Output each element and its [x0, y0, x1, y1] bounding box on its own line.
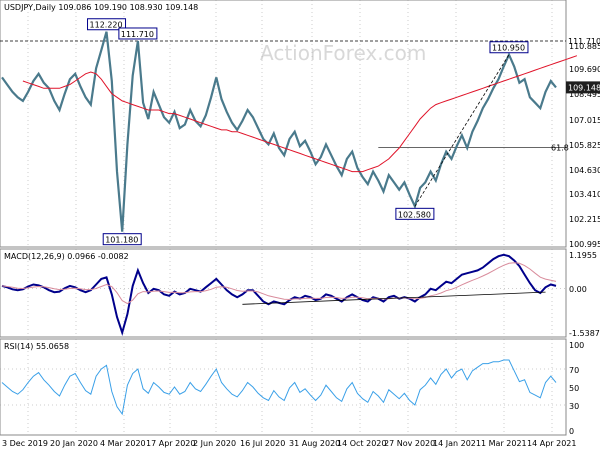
- rsi-y-tick: 30: [569, 402, 579, 411]
- watermark: ActionForex.com: [260, 41, 426, 65]
- price-panel-title: USDJPY,Daily 109.086 109.190 108.930 109…: [4, 3, 198, 12]
- price-label-text: 110.950: [492, 44, 525, 53]
- x-axis-label: 16 Jul 2020: [240, 439, 285, 448]
- x-axis-label: 27 Nov 2020: [384, 439, 435, 448]
- price-label-text: 101.180: [105, 236, 138, 245]
- x-axis-label: 4 Mar 2020: [100, 439, 146, 448]
- price-label-box: [395, 207, 435, 220]
- x-axis-label: 14 Jan 2021: [433, 439, 481, 448]
- price-y-tick: 108.495: [569, 90, 600, 99]
- current-price-text: 109.148: [568, 83, 600, 92]
- macd-signal-line: [1, 262, 557, 305]
- x-axis-label: 1 Mar 2021: [481, 439, 527, 448]
- rsi-panel-frame: [0, 338, 567, 436]
- rsi-y-tick: 100: [569, 341, 584, 350]
- h-line-label: 111.710: [568, 37, 600, 46]
- macd-panel-frame: [0, 248, 567, 338]
- price-label-box: [118, 27, 158, 40]
- price-y-tick: 102.215: [569, 215, 600, 224]
- price-y-tick: 107.015: [569, 116, 600, 125]
- price-label-box: [87, 18, 127, 31]
- current-price-tag: [566, 81, 600, 94]
- price-label-text: 111.710: [121, 30, 154, 39]
- price-series-line: [1, 31, 557, 232]
- moving-average-line: [22, 55, 578, 173]
- price-y-tick: 100.995: [569, 240, 600, 249]
- rsi-panel-title: RSI(14) 55.0658: [4, 342, 69, 351]
- price-label-text: 102.580: [398, 210, 431, 219]
- price-panel-frame: [0, 0, 567, 248]
- h-line-label: 61.8: [551, 143, 569, 152]
- macd-trend-line: [242, 291, 546, 305]
- price-y-tick: 103.410: [569, 190, 600, 199]
- price-y-tick: 110.885: [569, 42, 600, 51]
- macd-panel-title: MACD(12,26,9) 0.0966 -0.0082: [4, 252, 129, 261]
- x-axis-label: 17 Apr 2020: [146, 439, 195, 448]
- macd-y-tick: -1.5387: [569, 329, 600, 338]
- x-axis-label: 20 Jan 2020: [50, 439, 98, 448]
- macd-y-tick: 0.00: [569, 285, 587, 294]
- x-axis-label: 14 Apr 2021: [527, 439, 576, 448]
- x-axis-label: 14 Oct 2020: [337, 439, 386, 448]
- price-label-text: 112.220: [90, 21, 123, 30]
- price-y-tick: 104.630: [569, 166, 600, 175]
- price-label-box: [102, 233, 142, 246]
- x-axis-label: 31 Aug 2020: [289, 439, 340, 448]
- price-y-tick: 109.690: [569, 65, 600, 74]
- rsi-y-tick: 70: [569, 366, 579, 375]
- price-label-box: [489, 41, 529, 54]
- rsi-y-tick: 0: [569, 427, 574, 436]
- rsi-y-tick: 50: [569, 384, 579, 393]
- macd-y-tick: 1.1955: [569, 251, 597, 260]
- x-axis-label: 2 Jun 2020: [193, 439, 236, 448]
- price-y-tick: 105.825: [569, 141, 600, 150]
- rsi-line: [1, 359, 557, 416]
- chart-marks: 111.71061.8112.220111.710101.180110.9501…: [0, 0, 600, 435]
- x-axis-label: 3 Dec 2019: [2, 439, 48, 448]
